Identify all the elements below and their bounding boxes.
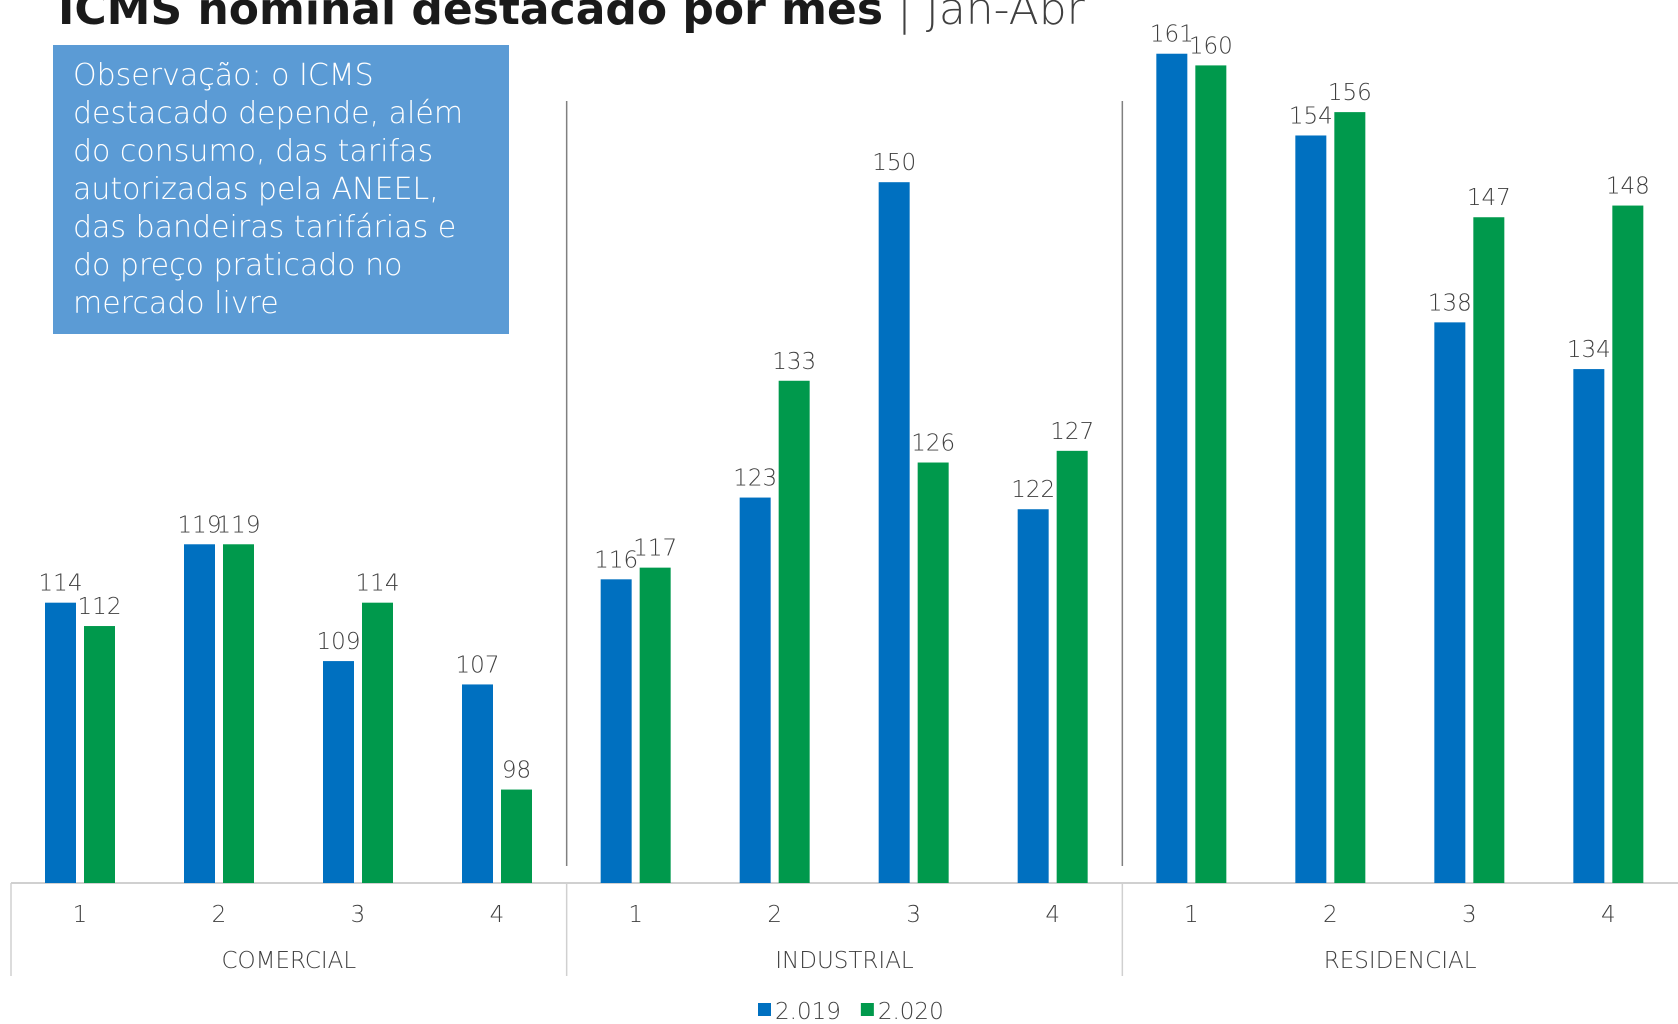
bar [1195,65,1227,883]
x-tick-label: 4 [1601,902,1616,928]
bar [1056,450,1088,883]
value-label: 148 [1606,174,1650,200]
bar [45,602,76,883]
legend-label: 2.019 [775,999,841,1024]
value-label: 154 [1289,103,1333,129]
value-label: 114 [356,571,400,597]
value-label: 123 [733,466,777,492]
bar [501,789,532,883]
value-label: 122 [1011,477,1055,503]
bar [600,579,632,883]
legend-swatch [860,1003,874,1016]
bar [362,602,393,883]
bar [1473,217,1505,884]
x-tick-label: 2 [212,902,227,928]
value-label: 138 [1428,290,1472,316]
x-tick-label: 4 [490,902,505,928]
bar [1334,112,1366,884]
bar [1612,205,1644,883]
value-label: 160 [1189,33,1233,59]
value-label: 107 [456,652,500,678]
value-label: 117 [633,536,677,562]
value-label: 133 [772,349,816,375]
subtitle: | Jan-Abr [897,0,1086,35]
legend-swatch [758,1003,771,1016]
bar [917,462,949,883]
bar [878,182,910,883]
x-tick-label: 3 [906,902,921,928]
x-tick-label: 2 [1323,902,1338,928]
value-label: 150 [872,150,916,176]
bar [462,684,493,883]
x-tick-label: 3 [351,902,366,928]
value-label: 119 [178,512,222,538]
bar [223,544,254,883]
value-label: 98 [502,758,531,784]
x-tick-label: 1 [1184,902,1199,928]
x-tick-label: 2 [767,902,782,928]
value-label: 134 [1567,337,1611,363]
bar [84,626,115,883]
value-label: 114 [39,571,83,597]
x-tick-label: 1 [73,902,88,928]
value-label: 161 [1150,22,1194,48]
bar [1434,322,1466,883]
value-label: 112 [78,594,122,620]
value-label: 119 [217,512,261,538]
bar [1573,369,1605,884]
x-tick-label: 1 [628,902,643,928]
bar [323,661,354,883]
chart-title: ICMS nominal destacado por mês | Jan-Abr [58,0,1086,35]
bar [1156,53,1188,884]
bar [778,380,810,883]
title: ICMS nominal destacado por mês [58,0,883,35]
annotation: Observação: o ICMS destacado depende, al… [53,45,509,334]
value-label: 109 [317,629,361,655]
bar [739,497,771,883]
value-label: 127 [1050,419,1094,445]
value-label: 116 [594,547,638,573]
bar [639,567,671,883]
bar [184,544,215,883]
bar [1295,135,1327,884]
legend-label: 2.020 [878,999,944,1024]
x-tick-label: 4 [1045,902,1060,928]
value-label: 156 [1328,80,1372,106]
value-label: 126 [911,431,955,457]
value-label: 147 [1467,185,1511,211]
group-label: INDUSTRIAL [775,948,914,974]
group-label: COMERCIAL [221,948,356,974]
bar [1017,509,1049,883]
x-tick-label: 3 [1462,902,1477,928]
group-label: RESIDENCIAL [1324,948,1477,974]
